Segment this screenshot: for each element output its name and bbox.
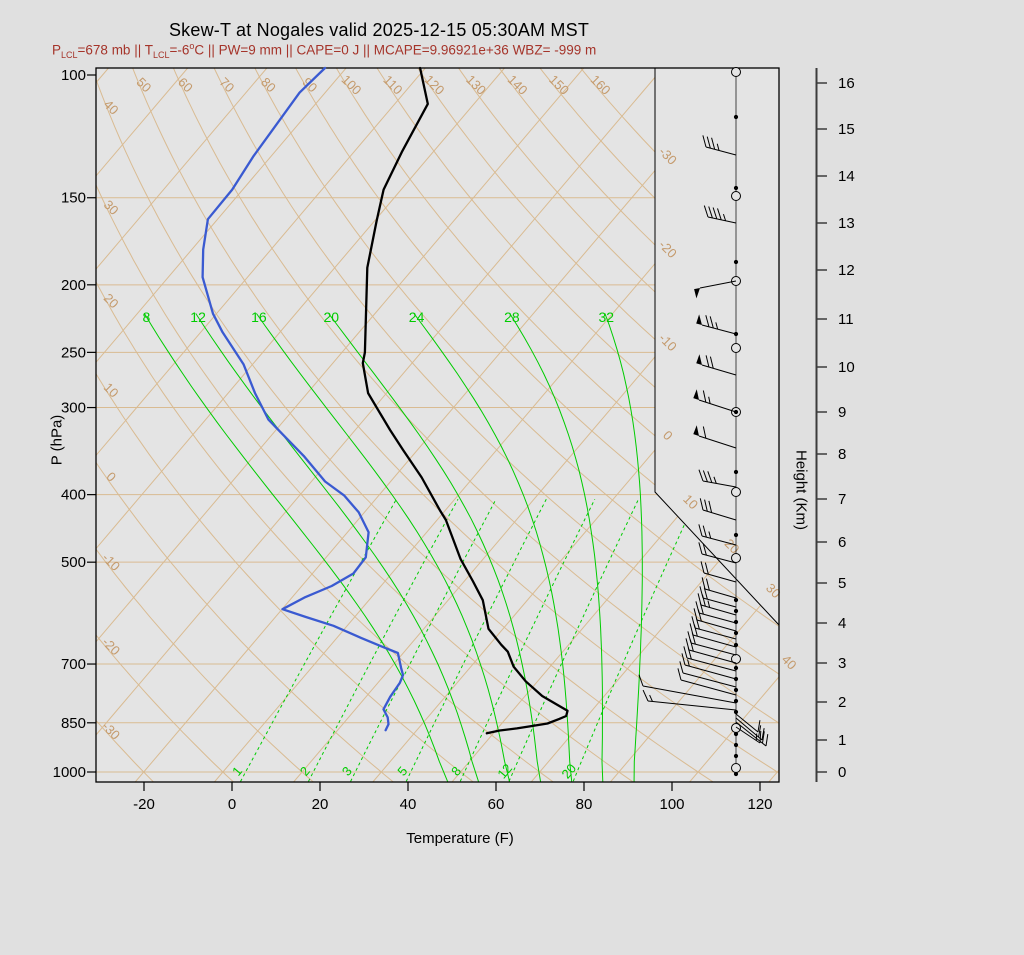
svg-text:7: 7 xyxy=(838,491,846,508)
svg-text:16: 16 xyxy=(251,309,267,325)
svg-text:9: 9 xyxy=(838,404,846,421)
station-level-circle xyxy=(732,344,741,353)
station-level-dot xyxy=(734,115,738,119)
sounding-parameters-subtitle: PLCL=678 mb || TLCL=-6oC || PW=9 mm || C… xyxy=(52,41,596,60)
svg-text:16: 16 xyxy=(838,75,855,92)
svg-text:28: 28 xyxy=(504,309,520,325)
svg-text:5: 5 xyxy=(838,575,846,592)
svg-text:0: 0 xyxy=(228,796,236,813)
station-level-circle xyxy=(732,554,741,563)
station-level-dot xyxy=(734,754,738,758)
svg-text:24: 24 xyxy=(409,309,425,325)
svg-text:200: 200 xyxy=(61,277,86,294)
svg-text:14: 14 xyxy=(838,168,855,185)
svg-text:-20: -20 xyxy=(133,796,155,813)
station-level-dot xyxy=(734,743,738,747)
station-level-circle xyxy=(732,68,741,77)
svg-text:500: 500 xyxy=(61,554,86,571)
station-level-dot xyxy=(734,772,738,776)
svg-text:2: 2 xyxy=(838,694,846,711)
svg-text:10: 10 xyxy=(838,359,855,376)
svg-text:6: 6 xyxy=(838,534,846,551)
svg-text:700: 700 xyxy=(61,656,86,673)
station-level-dot xyxy=(734,631,738,635)
svg-text:100: 100 xyxy=(659,796,684,813)
height-axis-title: Height (Km) xyxy=(793,450,810,530)
svg-text:4: 4 xyxy=(838,615,846,632)
svg-text:12: 12 xyxy=(838,262,855,279)
svg-text:11: 11 xyxy=(838,311,854,328)
station-level-dot xyxy=(734,260,738,264)
svg-text:13: 13 xyxy=(838,215,855,232)
station-level-dot xyxy=(734,688,738,692)
svg-text:400: 400 xyxy=(61,487,86,504)
svg-text:120: 120 xyxy=(747,796,772,813)
svg-text:40: 40 xyxy=(779,652,800,673)
station-level-dot xyxy=(734,186,738,190)
station-level-dot xyxy=(734,710,738,714)
station-level-dot xyxy=(734,470,738,474)
svg-text:1: 1 xyxy=(838,732,846,749)
temperature-axis-title: Temperature (F) xyxy=(340,830,580,847)
svg-text:12: 12 xyxy=(190,309,206,325)
svg-text:850: 850 xyxy=(61,715,86,732)
station-level-dot xyxy=(734,732,738,736)
svg-text:15: 15 xyxy=(838,121,855,138)
station-level-dot xyxy=(734,598,738,602)
station-level-circle xyxy=(732,488,741,497)
svg-text:40: 40 xyxy=(400,796,417,813)
svg-text:60: 60 xyxy=(488,796,505,813)
svg-text:20: 20 xyxy=(312,796,329,813)
svg-text:250: 250 xyxy=(61,344,86,361)
svg-text:80: 80 xyxy=(576,796,593,813)
svg-text:8: 8 xyxy=(143,309,151,325)
svg-text:150: 150 xyxy=(61,190,86,207)
svg-text:20: 20 xyxy=(323,309,339,325)
svg-text:100: 100 xyxy=(61,67,86,84)
svg-text:3: 3 xyxy=(838,655,846,672)
pressure-axis-title: P (hPa) xyxy=(49,415,66,466)
plot-area xyxy=(96,68,779,782)
svg-text:8: 8 xyxy=(838,446,846,463)
station-level-dot xyxy=(734,533,738,537)
svg-text:1000: 1000 xyxy=(53,764,86,781)
station-level-circle xyxy=(732,192,741,201)
svg-text:0: 0 xyxy=(838,764,846,781)
station-level-dot xyxy=(734,620,738,624)
page-title: Skew-T at Nogales valid 2025-12-15 05:30… xyxy=(96,20,662,41)
svg-text:32: 32 xyxy=(598,309,614,325)
station-level-dot xyxy=(734,609,738,613)
station-level-dot xyxy=(734,666,738,670)
station-level-circle xyxy=(732,764,741,773)
